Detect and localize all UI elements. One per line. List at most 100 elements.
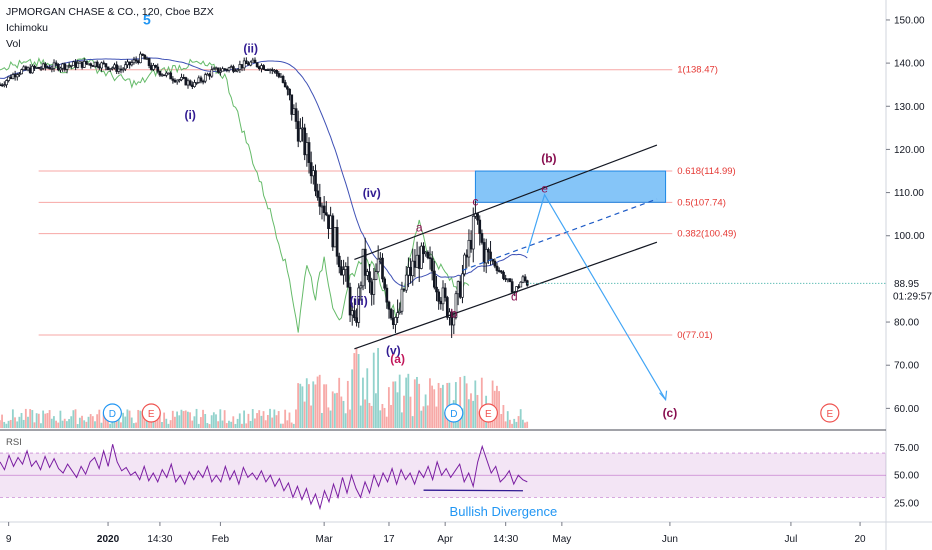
candle-body — [355, 317, 358, 323]
volume-bar — [403, 395, 405, 428]
volume-bar — [85, 421, 88, 428]
volume-bar — [357, 354, 360, 428]
volume-bar — [42, 410, 45, 428]
volume-bar — [416, 376, 418, 428]
volume-bar — [199, 417, 202, 428]
candle-body — [238, 64, 242, 70]
candle-body — [165, 72, 168, 76]
volume-bar — [366, 368, 369, 428]
candle-body — [506, 278, 510, 281]
volume-bar — [70, 416, 73, 428]
candle-body — [234, 70, 237, 73]
volume-bar — [55, 420, 57, 428]
candle-body — [385, 287, 389, 303]
volume-bar — [290, 422, 293, 428]
candle-body — [283, 82, 287, 88]
volume-bar — [320, 412, 323, 428]
candle-body — [169, 72, 173, 80]
volume-bar — [362, 377, 364, 428]
volume-bar — [50, 418, 53, 428]
volume-bar — [109, 423, 112, 428]
candle-body — [108, 68, 112, 70]
candle-body — [223, 68, 227, 71]
candle-body — [13, 74, 17, 78]
candle-body — [327, 214, 330, 229]
candle-body — [85, 61, 88, 65]
volume-bar — [526, 421, 529, 428]
candle-body — [309, 162, 313, 177]
volume-bar — [169, 420, 172, 428]
candle-body — [387, 301, 391, 310]
candle-body — [478, 219, 482, 234]
candle-body — [63, 63, 67, 70]
volume-bar — [444, 412, 446, 428]
candle-body — [35, 66, 39, 69]
price-axis-label: 100.00 — [894, 231, 925, 242]
rsi-line — [0, 444, 528, 511]
volume-bar — [161, 421, 163, 428]
candle-body — [361, 248, 365, 287]
candle-body — [279, 76, 283, 78]
time-axis-label: Jul — [785, 534, 798, 545]
volume-bar — [243, 410, 245, 428]
fib-level-label: 0(77.01) — [677, 330, 712, 341]
candle-body — [31, 65, 34, 74]
volume-bar — [128, 410, 131, 428]
volume-bar — [405, 377, 408, 428]
candle-body — [268, 69, 272, 71]
candle-body — [37, 66, 41, 69]
projection-arrowhead — [659, 390, 668, 402]
volume-bar — [517, 416, 520, 428]
volume-bar — [342, 400, 345, 428]
candle-body — [433, 270, 436, 288]
candle-body — [264, 69, 268, 71]
volume-bar — [303, 401, 306, 428]
ichimoku-legend[interactable]: Ichimoku — [6, 22, 49, 34]
candle-body — [266, 69, 270, 71]
volume-bar — [72, 410, 75, 428]
volume-bar — [37, 413, 40, 428]
candle-body — [426, 251, 430, 259]
rsi-legend[interactable]: RSI — [6, 437, 22, 448]
volume-bar — [385, 416, 388, 428]
volume-bar — [355, 348, 358, 428]
wave-label: e — [541, 182, 548, 196]
volume-bar — [247, 413, 250, 428]
volume-bar — [27, 416, 29, 428]
candle-body — [476, 213, 479, 221]
candle-body — [378, 257, 382, 260]
candle-body — [203, 74, 207, 82]
candle-body — [333, 227, 337, 248]
volume-bar — [308, 384, 310, 428]
candle-body — [123, 64, 127, 70]
volume-bar — [251, 409, 254, 428]
volume-bar — [498, 391, 500, 428]
volume-bar — [48, 410, 51, 428]
volume-bar — [275, 415, 278, 428]
volume-bar — [204, 414, 207, 428]
candle-body — [130, 62, 134, 66]
candle-body — [240, 64, 244, 69]
volume-bar — [515, 421, 518, 428]
candle-body — [420, 245, 423, 269]
candle-body — [113, 64, 116, 69]
volume-bar — [439, 387, 442, 428]
candle-body — [33, 65, 36, 69]
candle-body — [411, 260, 415, 277]
candle-body — [154, 64, 157, 68]
volume-bar — [422, 406, 425, 428]
wave-label: d — [511, 289, 518, 303]
volume-bar — [264, 420, 267, 428]
candle-body — [407, 266, 410, 276]
volume-bar — [187, 411, 189, 428]
candle-body — [128, 61, 132, 66]
time-axis-label: Feb — [212, 534, 230, 545]
channel-upper-line — [354, 144, 658, 261]
candle-body — [452, 317, 456, 326]
symbol-title[interactable]: JPMORGAN CHASE & CO., 120, Cboe BZX — [6, 6, 214, 18]
volume-legend[interactable]: Vol — [6, 38, 21, 50]
candle-body — [232, 66, 235, 72]
volume-bar — [83, 420, 86, 428]
